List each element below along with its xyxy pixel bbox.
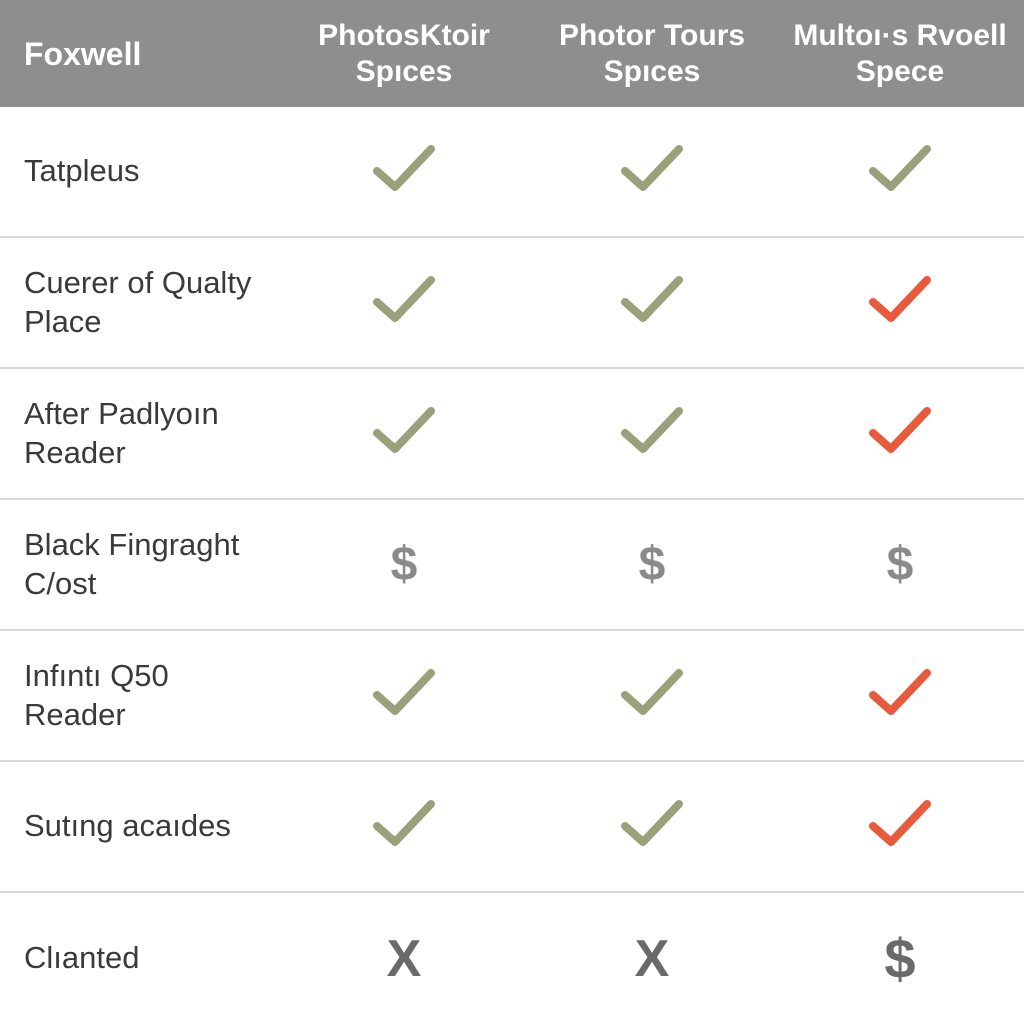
dollar-icon: $ (639, 538, 666, 591)
dollar-icon: $ (884, 927, 915, 990)
check-icon (369, 272, 439, 328)
header-col-2: Multoı·s Rvoell Spece (776, 18, 1024, 90)
table-cell (776, 796, 1024, 857)
row-label: Cuerer of Qualty Place (0, 264, 280, 342)
table-cell (776, 403, 1024, 464)
check-icon (369, 665, 439, 721)
dollar-icon: $ (887, 538, 914, 591)
check-icon (865, 796, 935, 852)
x-icon: X (387, 930, 422, 988)
header-label: Foxwell (0, 34, 280, 74)
check-icon (617, 141, 687, 197)
check-icon (865, 665, 935, 721)
row-label: After Padlyoın Reader (0, 395, 280, 473)
dollar-icon: $ (391, 538, 418, 591)
row-label: Black Fingraght C/ost (0, 526, 280, 604)
header-col-0: PhotosKtoir Spıces (280, 18, 528, 90)
check-icon (369, 796, 439, 852)
table-cell (776, 272, 1024, 333)
check-icon (617, 272, 687, 328)
table-row: Sutıng acaıdes (0, 762, 1024, 893)
x-icon: X (635, 930, 670, 988)
table-cell (528, 141, 776, 202)
comparison-table: Foxwell PhotosKtoir Spıces Photor Tours … (0, 0, 1024, 1024)
table-cell: $ (776, 537, 1024, 592)
header-col-1: Photor Tours Spıces (528, 18, 776, 90)
check-icon (369, 141, 439, 197)
table-row: Black Fingraght C/ost $ $ $ (0, 500, 1024, 631)
table-cell (776, 665, 1024, 726)
check-icon (617, 796, 687, 852)
table-cell (528, 665, 776, 726)
table-row: Infıntı Q50 Reader (0, 631, 1024, 762)
check-icon (617, 403, 687, 459)
row-label: Infıntı Q50 Reader (0, 657, 280, 735)
check-icon (369, 403, 439, 459)
check-icon (865, 403, 935, 459)
table-row: Cuerer of Qualty Place (0, 238, 1024, 369)
table-cell: X (280, 929, 528, 989)
check-icon (865, 141, 935, 197)
table-cell (776, 141, 1024, 202)
check-icon (865, 272, 935, 328)
table-cell: $ (776, 926, 1024, 991)
row-label: Sutıng acaıdes (0, 807, 280, 846)
table-row: After Padlyoın Reader (0, 369, 1024, 500)
check-icon (617, 665, 687, 721)
table-cell: $ (528, 537, 776, 592)
table-cell (280, 796, 528, 857)
table-cell (280, 665, 528, 726)
table-cell (528, 272, 776, 333)
table-cell (528, 796, 776, 857)
table-cell (280, 141, 528, 202)
table-header-row: Foxwell PhotosKtoir Spıces Photor Tours … (0, 0, 1024, 107)
table-row: Tatpleus (0, 107, 1024, 238)
table-cell (280, 272, 528, 333)
table-cell (280, 403, 528, 464)
row-label: Clıanted (0, 939, 280, 978)
table-row: Clıanted X X $ (0, 893, 1024, 1024)
table-cell (528, 403, 776, 464)
row-label: Tatpleus (0, 152, 280, 191)
table-cell: X (528, 929, 776, 989)
table-cell: $ (280, 537, 528, 592)
